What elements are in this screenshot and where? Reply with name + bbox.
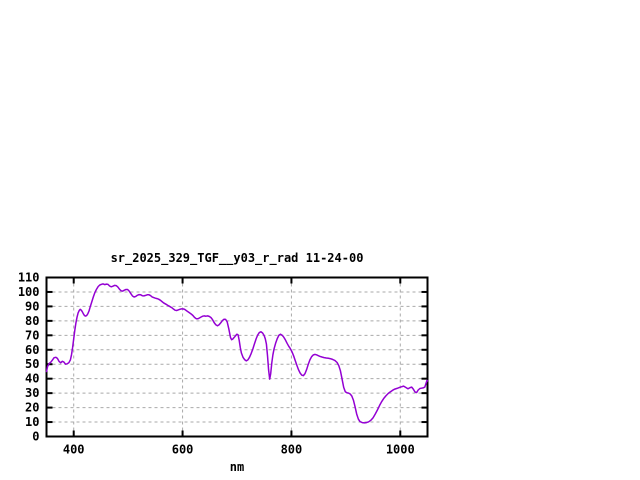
y-tick-label: 0 bbox=[32, 430, 39, 444]
y-tick-label: 100 bbox=[18, 285, 40, 299]
y-tick-label: 30 bbox=[25, 386, 39, 400]
x-axis-label: nm bbox=[229, 460, 245, 474]
y-tick-label: 50 bbox=[25, 357, 39, 371]
x-tick-label: 400 bbox=[63, 443, 85, 457]
y-tick-label: 10 bbox=[25, 415, 39, 429]
chart-title: sr_2025_329_TGF__y03_r_rad 11-24-00 bbox=[110, 251, 364, 265]
y-tick-label: 80 bbox=[25, 314, 39, 328]
x-tick-label: 600 bbox=[172, 443, 194, 457]
data-line bbox=[45, 283, 429, 424]
x-tick-label: 1000 bbox=[386, 443, 415, 457]
y-tick-label: 70 bbox=[25, 328, 39, 342]
plot-border bbox=[45, 276, 429, 438]
y-tick-label: 90 bbox=[25, 299, 39, 313]
x-tick-label: 800 bbox=[281, 443, 303, 457]
y-tick-label: 110 bbox=[18, 271, 40, 285]
y-tick-label: 40 bbox=[25, 372, 39, 386]
y-tick-label: 20 bbox=[25, 401, 39, 415]
y-tick-label: 60 bbox=[25, 343, 39, 357]
